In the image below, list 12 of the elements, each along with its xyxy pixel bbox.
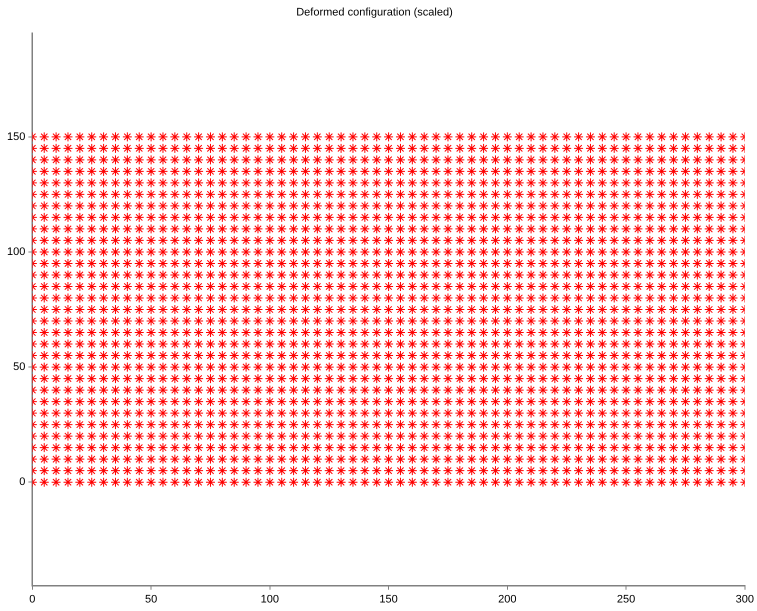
y-tick-label: 150	[6, 130, 26, 143]
x-tick-label: 200	[498, 593, 517, 606]
chart-title: Deformed configuration (scaled)	[296, 6, 453, 19]
x-tick-label: 300	[736, 593, 754, 606]
x-tick-label: 50	[144, 593, 158, 606]
x-tick-label: 150	[379, 593, 398, 606]
x-tick-label: 250	[616, 593, 636, 606]
y-tick-label: 0	[19, 476, 26, 488]
x-tick-label: 0	[29, 593, 36, 606]
x-tick-label: 100	[260, 593, 280, 606]
y-tick-label: 50	[13, 361, 26, 374]
y-tick-label: 100	[6, 246, 26, 258]
